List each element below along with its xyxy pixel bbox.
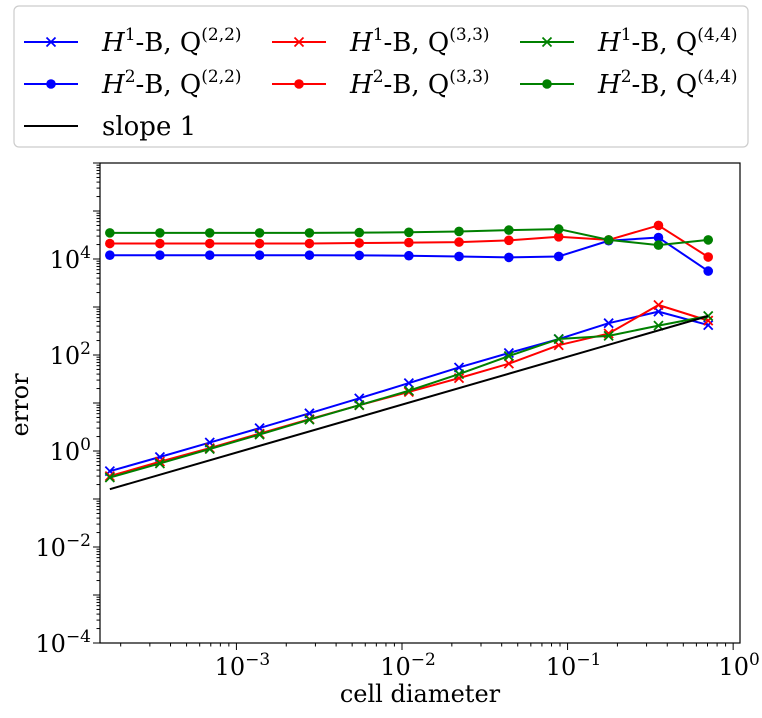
data-point bbox=[703, 252, 714, 262]
legend-entry: H1-B, Q(4,4) bbox=[520, 25, 738, 58]
data-point bbox=[454, 237, 464, 247]
data-point bbox=[204, 228, 215, 238]
data-point bbox=[404, 227, 414, 238]
y-tick-label: 100 bbox=[50, 435, 91, 466]
legend-entry: H2-B, Q(2,2) bbox=[24, 67, 242, 100]
legend-label: H2-B, Q(4,4) bbox=[597, 67, 738, 100]
data-point bbox=[354, 400, 365, 411]
legend-marker bbox=[541, 36, 553, 48]
legend-label: slope 1 bbox=[102, 112, 196, 142]
legend-entry: H1-B, Q(2,2) bbox=[24, 25, 242, 58]
legend-label: H2-B, Q(2,2) bbox=[101, 67, 242, 100]
y-axis-label: error bbox=[6, 373, 34, 437]
data-point bbox=[504, 235, 514, 246]
data-point bbox=[404, 237, 414, 248]
legend-marker bbox=[45, 36, 57, 48]
data-point bbox=[155, 238, 165, 249]
data-point bbox=[254, 250, 265, 260]
data-point bbox=[104, 472, 115, 483]
x-tick-label: 10−1 bbox=[546, 650, 602, 681]
legend: H1-B, Q(2,2) H1-B, Q(3,3) H1-B, Q(4,4) H2-B… bbox=[13, 5, 749, 148]
legend-entry: H1-B, Q(3,3) bbox=[272, 25, 490, 58]
legend-marker bbox=[294, 79, 304, 89]
legend-label: H2-B, Q(3,3) bbox=[349, 67, 490, 100]
data-point bbox=[454, 251, 464, 262]
data-point bbox=[504, 225, 514, 235]
data-point bbox=[254, 429, 265, 440]
data-point bbox=[105, 228, 115, 238]
data-point bbox=[155, 228, 165, 238]
axes-frame bbox=[99, 162, 741, 644]
data-point bbox=[504, 252, 514, 263]
series-6 bbox=[109, 315, 709, 491]
y-tick-label: 102 bbox=[50, 339, 91, 370]
data-point bbox=[653, 299, 664, 311]
data-point bbox=[653, 240, 664, 250]
data-point bbox=[155, 250, 165, 260]
data-point bbox=[105, 250, 115, 260]
data-point bbox=[304, 228, 315, 238]
data-point bbox=[403, 377, 414, 389]
legend-entry: H2-B, Q(4,4) bbox=[520, 67, 738, 100]
series-line bbox=[109, 315, 709, 491]
y-tick-label: 10−4 bbox=[35, 627, 91, 658]
data-point bbox=[503, 358, 514, 369]
legend-marker bbox=[46, 79, 56, 89]
legend-marker bbox=[542, 79, 552, 89]
legend-label: H1-B, Q(3,3) bbox=[349, 25, 490, 58]
data-point bbox=[354, 250, 365, 261]
series-4 bbox=[104, 310, 714, 483]
data-point bbox=[603, 318, 614, 329]
data-point bbox=[204, 238, 215, 249]
data-point bbox=[553, 224, 564, 234]
legend-label: H1-B, Q(2,2) bbox=[101, 25, 242, 58]
data-point bbox=[204, 250, 215, 260]
data-point bbox=[403, 385, 414, 396]
series-1 bbox=[105, 232, 714, 276]
data-point bbox=[404, 250, 414, 261]
series-line bbox=[109, 314, 709, 479]
data-point bbox=[354, 238, 365, 248]
x-tick-label: 100 bbox=[718, 650, 759, 681]
data-point bbox=[603, 235, 614, 245]
data-point bbox=[553, 232, 564, 242]
data-point bbox=[703, 319, 714, 331]
legend-marker bbox=[293, 36, 305, 48]
x-tick-label: 10−2 bbox=[380, 650, 436, 681]
data-point bbox=[653, 220, 664, 231]
axes: 10−4 10−2 100 102 104 10−3 10−2 10−1 100 bbox=[35, 162, 760, 681]
legend-entry: H2-B, Q(3,3) bbox=[272, 67, 490, 100]
data-point bbox=[154, 458, 166, 469]
data-point bbox=[653, 232, 664, 243]
data-point bbox=[703, 235, 714, 245]
series-5 bbox=[105, 224, 714, 250]
data-point bbox=[553, 333, 564, 345]
data-point bbox=[553, 251, 564, 262]
data-point bbox=[304, 250, 315, 260]
data-point bbox=[204, 443, 215, 455]
data-point bbox=[304, 238, 315, 249]
data-point bbox=[104, 470, 115, 482]
data-point bbox=[354, 227, 365, 238]
data-point bbox=[503, 350, 514, 362]
data-point bbox=[453, 368, 465, 380]
data-point bbox=[703, 266, 714, 276]
x-tick-label: 10−3 bbox=[215, 650, 271, 681]
data-point bbox=[254, 238, 265, 249]
plot-area bbox=[104, 220, 714, 491]
legend-entry: slope 1 bbox=[24, 112, 196, 142]
y-tick-label: 104 bbox=[50, 243, 91, 274]
y-tick-label: 10−2 bbox=[35, 531, 91, 562]
data-point bbox=[105, 238, 115, 249]
legend-label: H1-B, Q(4,4) bbox=[597, 25, 738, 58]
data-point bbox=[603, 330, 614, 342]
data-point bbox=[254, 228, 265, 238]
data-point bbox=[304, 414, 315, 425]
x-axis-label: cell diameter bbox=[340, 680, 501, 708]
data-point bbox=[454, 226, 464, 237]
